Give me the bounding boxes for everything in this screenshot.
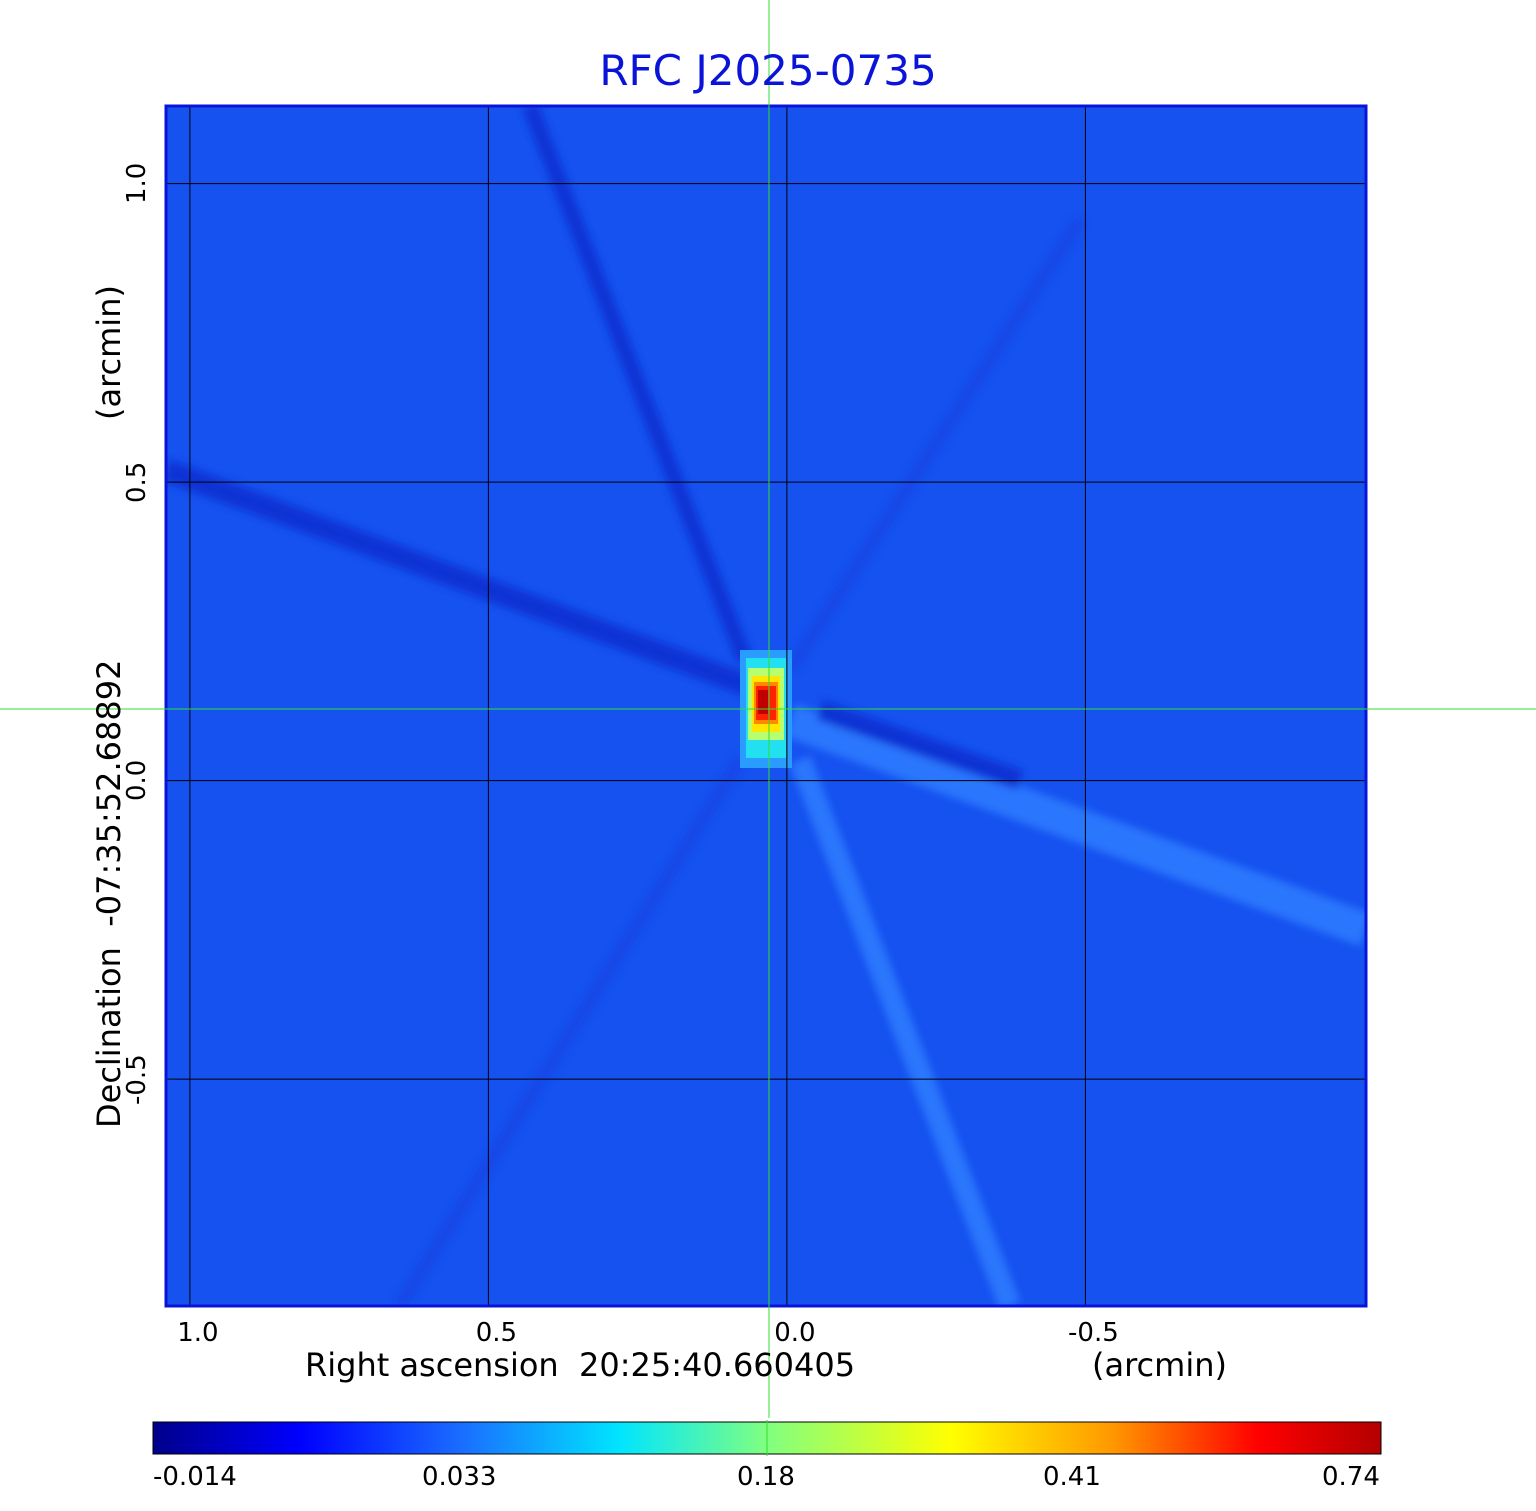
sidelobe-streak bbox=[784, 216, 1086, 674]
x-tick-label: 0.5 bbox=[475, 1318, 518, 1348]
sidelobe-streak bbox=[789, 756, 1021, 1306]
colorbar-tick: 0.74 bbox=[1322, 1462, 1380, 1492]
y-tick-label: 1.0 bbox=[122, 162, 152, 205]
x-axis-label: Right ascension 20:25:40.660405 bbox=[305, 1346, 856, 1384]
y-tick-label: 0.5 bbox=[122, 461, 152, 503]
chart-title: RFC J2025-0735 bbox=[599, 46, 937, 95]
colorbar-tick: 0.41 bbox=[1043, 1462, 1101, 1492]
x-tick-label: -0.5 bbox=[1068, 1318, 1119, 1348]
colorbar-tick: -0.014 bbox=[153, 1462, 237, 1492]
sidelobe-streak bbox=[394, 756, 746, 1306]
y-axis-label: Declination -07:35:52.68892 bbox=[90, 659, 128, 1128]
sidelobe-streak bbox=[784, 704, 1366, 946]
x-tick-label: 1.0 bbox=[177, 1318, 219, 1348]
y-axis-unit: (arcmin) bbox=[90, 285, 128, 420]
plot-frame bbox=[164, 104, 1368, 1308]
colorbar-tick: 0.18 bbox=[737, 1462, 795, 1492]
sidelobe-streak bbox=[166, 459, 764, 701]
x-tick-label: 0.0 bbox=[774, 1318, 816, 1348]
sidelobe-streak bbox=[816, 700, 1024, 790]
x-axis-unit: (arcmin) bbox=[1092, 1346, 1227, 1384]
sidelobe-streak bbox=[522, 106, 753, 663]
colorbar-tick: 0.033 bbox=[422, 1462, 497, 1492]
